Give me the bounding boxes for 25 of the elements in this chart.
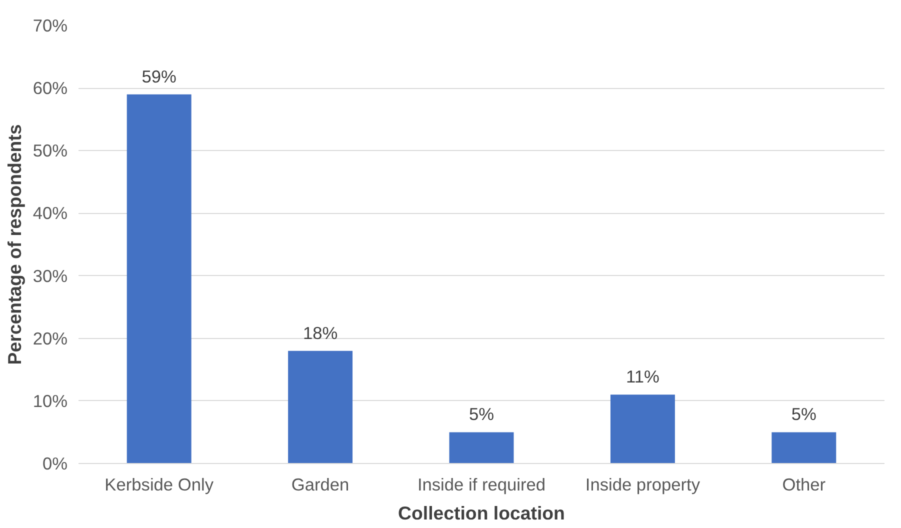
x-axis-title: Collection location — [398, 502, 565, 524]
bar — [610, 394, 675, 464]
x-tick-label: Other — [782, 474, 826, 494]
y-tick-label: 20% — [32, 328, 68, 348]
data-label: 11% — [626, 366, 660, 387]
x-tick-label: Inside if required — [417, 474, 546, 494]
data-label: 5% — [468, 404, 494, 424]
y-tick-label: 70% — [32, 16, 68, 36]
y-tick-label: 60% — [32, 78, 68, 98]
y-tick-label: 50% — [32, 140, 68, 161]
x-tick-label: Inside property — [585, 474, 700, 494]
data-label: 5% — [791, 404, 816, 424]
x-tick-label: Garden — [291, 474, 350, 494]
y-tick-label: 10% — [32, 390, 68, 411]
bar — [772, 432, 836, 464]
y-axis-title: Percentage of respondents — [4, 124, 25, 365]
y-tick-label: 40% — [32, 203, 68, 224]
data-label: 59% — [142, 66, 176, 86]
y-tick-label: 30% — [32, 266, 68, 286]
data-label: 18% — [302, 322, 338, 343]
x-tick-label: Kerbside Only — [104, 474, 214, 494]
bar — [288, 350, 353, 464]
bar — [449, 432, 514, 464]
y-tick-label: 0% — [42, 454, 68, 474]
bar — [126, 94, 192, 464]
